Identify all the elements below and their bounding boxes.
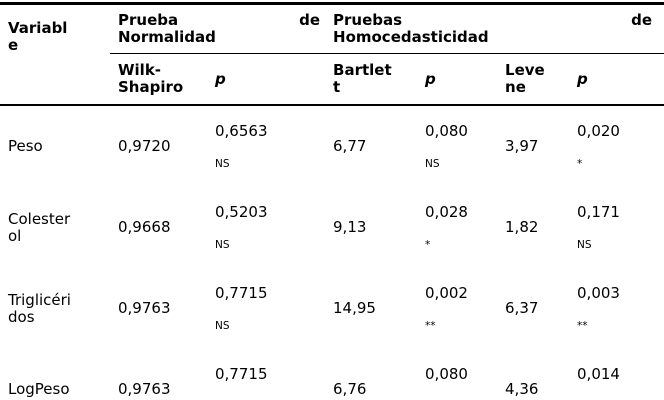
header-p-bartlett: p bbox=[417, 53, 498, 106]
p-value: 0,028 bbox=[425, 203, 468, 221]
header-p-levene: p bbox=[569, 53, 664, 106]
levene-value: 4,36 bbox=[505, 380, 539, 398]
p-value: 0,002 bbox=[425, 284, 468, 302]
bartlett-value: 9,13 bbox=[333, 218, 367, 236]
significance-code: ** bbox=[577, 320, 588, 332]
p-value: 0,003 bbox=[577, 284, 620, 302]
header-group-row: Variabl e Prueba de Normalidad Pruebas d… bbox=[0, 3, 664, 106]
p-value: 0,171 bbox=[577, 203, 620, 221]
bartlett-value: 14,95 bbox=[333, 299, 376, 317]
header-columns-row: Wilk- Shapiro p Bartlet t p Leve ne p bbox=[0, 53, 664, 106]
p-value-cell: 0,014 * bbox=[569, 349, 664, 400]
p-value-cell: 0,028 * bbox=[417, 187, 497, 268]
levene-value: 3,97 bbox=[505, 137, 539, 155]
header-group-normalidad: Prueba de Normalidad bbox=[110, 3, 326, 54]
p-value-cell: 0,080 NS bbox=[417, 105, 497, 187]
p-value-cell: 0,002 ** bbox=[417, 268, 497, 349]
table-body: Peso 0,9720 0,6563 NS 6,77 0,080 NS 3,97… bbox=[0, 105, 664, 400]
variable-name: Colester ol bbox=[8, 209, 71, 245]
wilk-shapiro-value: 0,9763 bbox=[118, 299, 171, 317]
header-levene: Leve ne bbox=[497, 53, 570, 106]
p-value: 0,014 bbox=[577, 365, 620, 383]
levene-value: 6,37 bbox=[505, 299, 539, 317]
header-bartlett: Bartlet t bbox=[325, 53, 418, 106]
p-value: 0,6563 bbox=[215, 122, 268, 140]
bartlett-value: 6,76 bbox=[333, 380, 367, 398]
header-wilk-shapiro: Wilk- Shapiro bbox=[110, 53, 207, 106]
significance-code: NS bbox=[215, 239, 230, 251]
significance-code: NS bbox=[215, 320, 230, 332]
p-value-cell: 0,7715 NS bbox=[207, 268, 325, 349]
table-row: LogPeso 0,9763 0,7715 NS 6,76 0,080 NS 4… bbox=[0, 349, 664, 400]
p-value-cell: 0,7715 NS bbox=[207, 349, 325, 400]
significance-code: NS bbox=[577, 239, 592, 251]
p-value-cell: 0,020 * bbox=[569, 105, 664, 187]
p-value-cell: 0,6563 NS bbox=[207, 105, 325, 187]
variable-name: LogPeso bbox=[8, 380, 70, 398]
table-header: Variabl e Prueba de Normalidad Pruebas d… bbox=[0, 3, 664, 106]
wilk-shapiro-value: 0,9763 bbox=[118, 380, 171, 398]
table-row: Triglicéri dos 0,9763 0,7715 NS 14,95 0,… bbox=[0, 268, 664, 349]
header-p-wilk: p bbox=[207, 53, 326, 106]
p-value: 0,7715 bbox=[215, 284, 268, 302]
bartlett-value: 6,77 bbox=[333, 137, 367, 155]
significance-code: * bbox=[577, 158, 583, 170]
header-variable: Variabl e bbox=[0, 3, 110, 106]
header-group-homocedasticidad: Pruebas de Homocedasticidad bbox=[325, 3, 664, 54]
significance-code: * bbox=[425, 239, 431, 251]
table-row: Peso 0,9720 0,6563 NS 6,77 0,080 NS 3,97… bbox=[0, 105, 664, 187]
wilk-shapiro-value: 0,9668 bbox=[118, 218, 171, 236]
p-value: 0,5203 bbox=[215, 203, 268, 221]
levene-value: 1,82 bbox=[505, 218, 539, 236]
variable-name: Triglicéri dos bbox=[8, 290, 71, 326]
p-value: 0,7715 bbox=[215, 365, 268, 383]
p-value: 0,020 bbox=[577, 122, 620, 140]
table-row: Colester ol 0,9668 0,5203 NS 9,13 0,028 … bbox=[0, 187, 664, 268]
significance-code: NS bbox=[215, 158, 230, 170]
significance-code: ** bbox=[425, 320, 436, 332]
p-value-cell: 0,080 NS bbox=[417, 349, 497, 400]
variable-name: Peso bbox=[8, 137, 43, 155]
p-value: 0,080 bbox=[425, 365, 468, 383]
p-value-cell: 0,5203 NS bbox=[207, 187, 325, 268]
p-value-cell: 0,171 NS bbox=[569, 187, 664, 268]
wilk-shapiro-value: 0,9720 bbox=[118, 137, 171, 155]
p-value: 0,080 bbox=[425, 122, 468, 140]
p-value-cell: 0,003 ** bbox=[569, 268, 664, 349]
significance-code: NS bbox=[425, 158, 440, 170]
